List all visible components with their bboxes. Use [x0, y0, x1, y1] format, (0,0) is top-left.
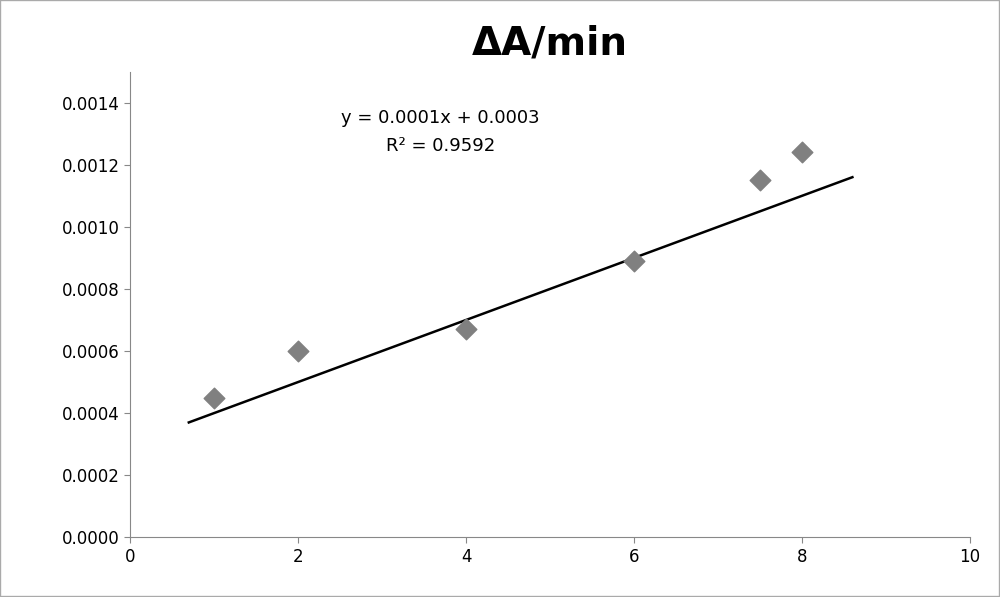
Title: ΔA/min: ΔA/min [472, 25, 628, 63]
Point [794, 147, 810, 157]
Point [626, 256, 642, 266]
Point [290, 346, 306, 356]
Text: y = 0.0001x + 0.0003
R² = 0.9592: y = 0.0001x + 0.0003 R² = 0.9592 [341, 109, 540, 155]
Point [752, 176, 768, 185]
Point [206, 393, 222, 402]
Point [458, 325, 474, 334]
